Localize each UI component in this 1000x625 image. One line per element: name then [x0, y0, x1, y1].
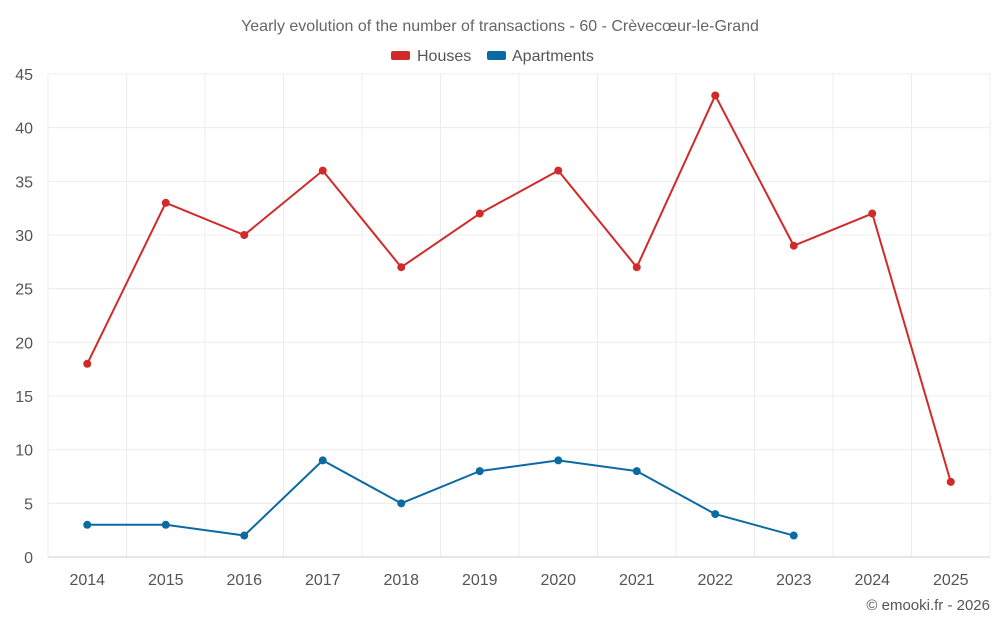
- x-tick-label: 2015: [148, 572, 184, 589]
- data-point-apartments[interactable]: [83, 520, 92, 529]
- legend-label-houses[interactable]: Houses: [417, 48, 471, 65]
- y-tick-label: 30: [15, 228, 33, 245]
- data-point-apartments[interactable]: [632, 467, 641, 476]
- y-tick-label: 10: [15, 443, 33, 460]
- x-axis: 2014 2015 2016 2017 2018 2019 2020 2021 2022 2023…: [48, 556, 990, 589]
- data-point-houses[interactable]: [711, 91, 720, 100]
- data-point-apartments[interactable]: [318, 456, 327, 465]
- data-point-apartments[interactable]: [554, 456, 563, 465]
- y-tick-label: 0: [24, 550, 33, 567]
- data-point-apartments[interactable]: [240, 531, 249, 540]
- data-point-houses[interactable]: [83, 359, 92, 368]
- data-point-houses[interactable]: [475, 209, 484, 218]
- y-tick-label: 15: [15, 389, 33, 406]
- x-tick-label: 2024: [854, 572, 890, 589]
- data-point-apartments[interactable]: [161, 520, 170, 529]
- y-tick-label: 20: [15, 335, 33, 352]
- data-point-apartments[interactable]: [397, 499, 406, 508]
- data-point-houses[interactable]: [554, 166, 563, 175]
- y-tick-label: 25: [15, 282, 33, 299]
- x-tick-label: 2025: [933, 572, 969, 589]
- y-axis: 0 5 10 15 20 25 30 35 40 45: [15, 67, 33, 567]
- data-point-apartments[interactable]: [475, 467, 484, 476]
- series-houses: [83, 91, 955, 486]
- series-group: [83, 91, 955, 540]
- y-tick-label: 45: [15, 67, 33, 84]
- data-point-houses[interactable]: [397, 263, 406, 272]
- data-point-apartments[interactable]: [789, 531, 798, 540]
- x-tick-label: 2016: [226, 572, 262, 589]
- x-tick-label: 2023: [776, 572, 812, 589]
- series-line-apartments: [87, 459, 795, 537]
- x-tick-label: 2021: [619, 572, 655, 589]
- data-point-houses[interactable]: [161, 198, 170, 207]
- legend: Houses Apartments: [391, 48, 594, 65]
- y-tick-label: 5: [24, 496, 33, 513]
- series-line-houses: [86, 94, 952, 483]
- credit-text: © emooki.fr - 2026: [866, 597, 990, 614]
- x-tick-label: 2014: [69, 572, 105, 589]
- x-tick-label: 2018: [383, 572, 419, 589]
- grid-lines: [47, 73, 991, 557]
- data-point-houses[interactable]: [318, 166, 327, 175]
- data-point-houses[interactable]: [789, 241, 798, 250]
- legend-swatch-houses[interactable]: [391, 51, 410, 60]
- x-tick-label: 2022: [697, 572, 733, 589]
- chart-title: Yearly evolution of the number of transa…: [241, 18, 759, 35]
- data-point-apartments[interactable]: [711, 510, 720, 519]
- data-point-houses[interactable]: [868, 209, 877, 218]
- y-tick-label: 40: [15, 121, 33, 138]
- x-tick-label: 2020: [540, 572, 576, 589]
- legend-label-apartments[interactable]: Apartments: [512, 48, 594, 65]
- y-tick-label: 35: [15, 174, 33, 191]
- data-point-houses[interactable]: [946, 477, 955, 486]
- x-tick-label: 2017: [305, 572, 341, 589]
- legend-swatch-apartments[interactable]: [487, 51, 506, 60]
- x-tick-label: 2019: [462, 572, 498, 589]
- data-point-houses[interactable]: [240, 231, 249, 239]
- data-point-houses[interactable]: [632, 263, 641, 272]
- series-apartments: [83, 456, 798, 540]
